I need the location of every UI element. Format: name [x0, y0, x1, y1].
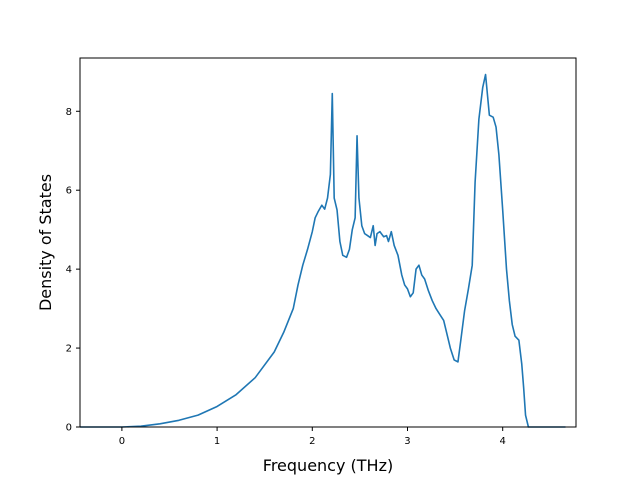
y-tick-label: 6 — [66, 186, 72, 197]
plot-area — [80, 73, 566, 428]
y-axis-label: Density of States — [36, 174, 55, 311]
y-tick-label: 0 — [66, 423, 72, 434]
y-tick-label: 8 — [66, 107, 72, 118]
x-tick-label: 3 — [404, 436, 410, 447]
y-tick-label: 2 — [66, 344, 72, 355]
axis-ticks: 0 1 2 3 4 0 2 4 6 8 — [66, 107, 506, 447]
x-tick-label: 4 — [500, 436, 506, 447]
x-tick-label: 1 — [214, 436, 220, 447]
y-tick-label: 4 — [66, 265, 72, 276]
dos-series-line-0 — [80, 73, 566, 428]
axes-frame — [79, 57, 577, 428]
x-axis-label: Frequency (THz) — [263, 456, 393, 475]
x-tick-label: 0 — [119, 436, 125, 447]
x-tick-label: 2 — [309, 436, 315, 447]
